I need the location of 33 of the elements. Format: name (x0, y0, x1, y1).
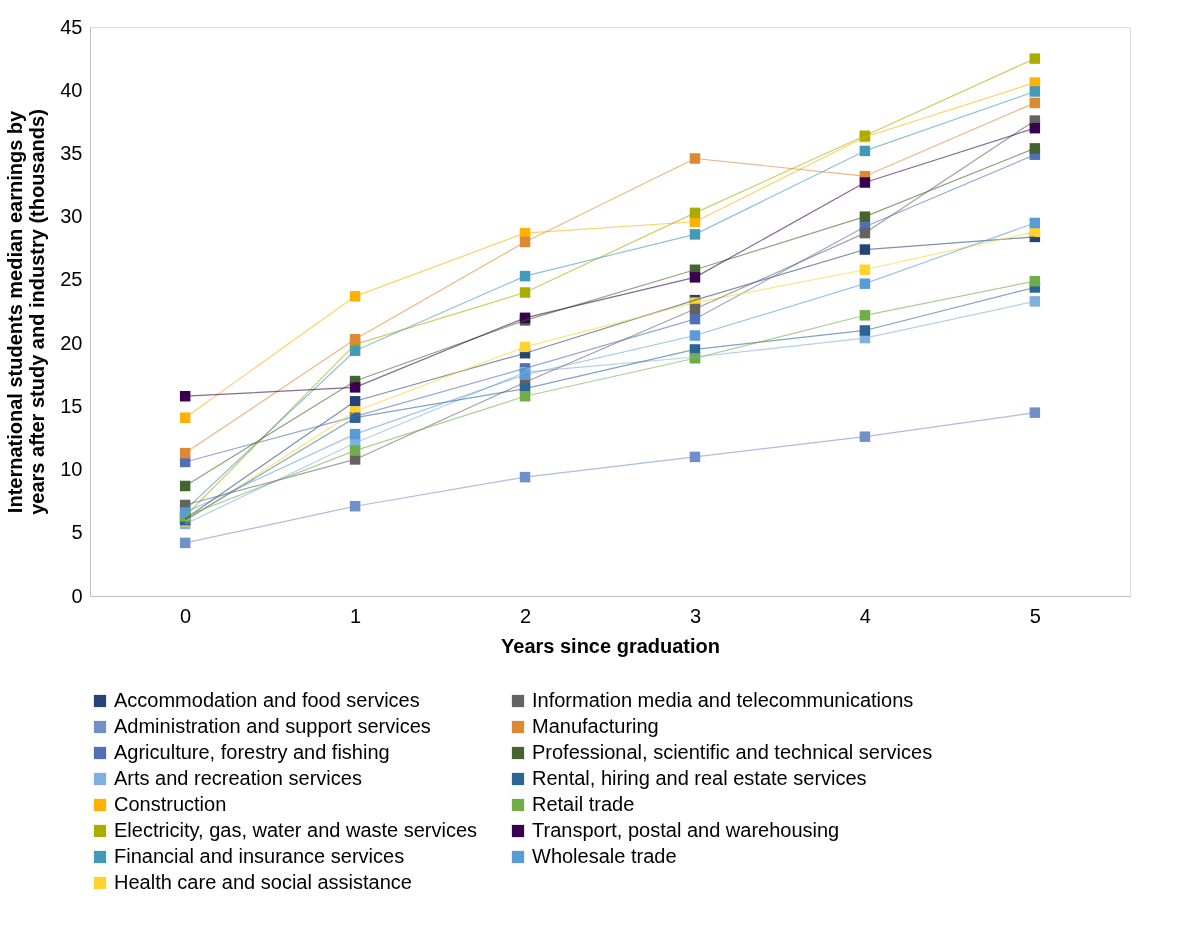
y-tick-label: 30 (60, 205, 83, 228)
x-tick-label: 1 (350, 604, 362, 627)
y-tick-label: 35 (60, 141, 83, 164)
legend-label: Health care and social assistance (114, 871, 412, 893)
x-axis-title: Years since graduation (501, 634, 720, 657)
y-tick-label: 15 (60, 394, 83, 417)
y-tick-label: 10 (60, 458, 83, 481)
y-tick-label: 20 (60, 331, 83, 354)
y-tick-label: 0 (71, 584, 83, 607)
legend-label: Arts and recreation services (114, 767, 362, 789)
legend-label: Transport, postal and warehousing (532, 819, 840, 841)
x-tick-label: 5 (1029, 604, 1041, 627)
legend-label: Financial and insurance services (114, 845, 405, 867)
x-tick-label: 3 (689, 604, 702, 627)
y-axis-title: International students median earnings by years after study and industry (thousands) (4, 109, 49, 515)
legend-label: Information media and telecommunications (532, 689, 914, 711)
y-tick-label: 45 (60, 15, 83, 38)
legend-label: Manufacturing (532, 715, 659, 737)
y-tick-label: 25 (60, 268, 83, 291)
y-tick-label: 40 (60, 78, 83, 101)
x-tick-label: 0 (180, 604, 192, 627)
legend-label: Retail trade (532, 793, 635, 815)
legend-label: Electricity, gas, water and waste services (114, 819, 478, 841)
legend-label: Construction (114, 793, 227, 815)
legend-label: Accommodation and food services (114, 689, 420, 711)
legend-label: Administration and support services (114, 715, 431, 737)
legend-label: Wholesale trade (532, 845, 677, 867)
x-tick-label: 2 (519, 604, 532, 627)
y-tick-label: 5 (71, 521, 83, 544)
legend-label: Professional, scientific and technical services (532, 741, 933, 763)
x-tick-label: 4 (859, 604, 871, 627)
legend-label: Agriculture, forestry and fishing (114, 741, 390, 763)
legend-label: Rental, hiring and real estate services (532, 767, 867, 789)
